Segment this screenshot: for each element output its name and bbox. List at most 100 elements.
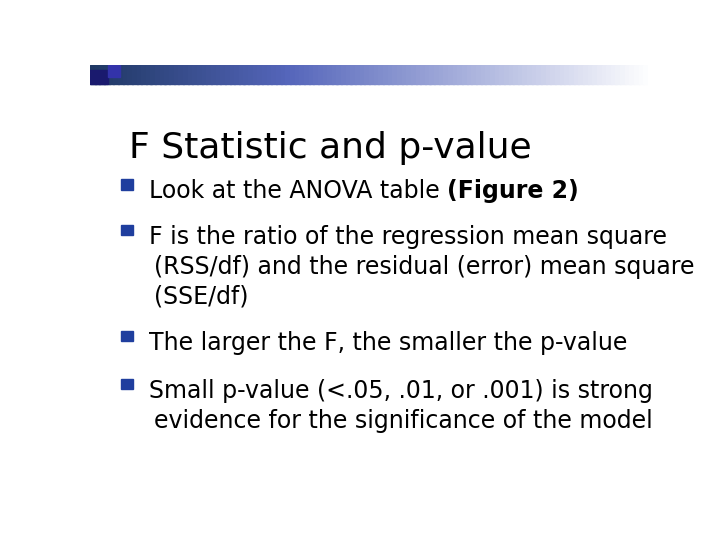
Bar xyxy=(644,65,649,84)
Bar xyxy=(336,65,342,84)
Bar xyxy=(472,65,477,84)
Bar xyxy=(541,65,546,84)
Text: The larger the F, the smaller the p-value: The larger the F, the smaller the p-valu… xyxy=(148,331,627,355)
Bar xyxy=(211,65,217,84)
Bar xyxy=(90,65,96,84)
Bar xyxy=(383,65,389,84)
Bar xyxy=(188,65,194,84)
Bar xyxy=(122,65,128,84)
Bar xyxy=(378,65,384,84)
Bar xyxy=(294,65,300,84)
Bar xyxy=(309,65,315,84)
Bar xyxy=(564,65,570,84)
Text: Look at the ANOVA table: Look at the ANOVA table xyxy=(148,179,447,203)
Bar xyxy=(197,65,203,84)
Text: (SSE/df): (SSE/df) xyxy=(154,285,248,309)
Bar xyxy=(141,65,147,84)
Bar xyxy=(518,65,523,84)
Bar xyxy=(392,65,398,84)
Bar xyxy=(639,65,644,84)
Bar xyxy=(588,65,593,84)
Bar xyxy=(104,65,109,84)
Bar xyxy=(121,379,133,389)
Text: F Statistic and p-value: F Statistic and p-value xyxy=(129,131,531,165)
Bar xyxy=(499,65,505,84)
Bar xyxy=(230,65,235,84)
Bar xyxy=(453,65,459,84)
Bar xyxy=(467,65,472,84)
Bar xyxy=(346,65,351,84)
Bar xyxy=(625,65,631,84)
Bar xyxy=(202,65,207,84)
Bar xyxy=(323,65,328,84)
Bar xyxy=(504,65,510,84)
Bar xyxy=(360,65,366,84)
Bar xyxy=(351,65,356,84)
Bar xyxy=(121,225,133,235)
Bar xyxy=(397,65,402,84)
Bar xyxy=(169,65,175,84)
Bar xyxy=(559,65,565,84)
Bar xyxy=(220,65,226,84)
Text: Small p-value (<.05, .01, or .001) is strong: Small p-value (<.05, .01, or .001) is st… xyxy=(148,379,652,403)
Bar xyxy=(304,65,310,84)
Bar xyxy=(109,65,120,77)
Bar xyxy=(402,65,408,84)
Bar xyxy=(485,65,491,84)
Bar xyxy=(248,65,254,84)
Bar xyxy=(411,65,417,84)
Bar xyxy=(341,65,347,84)
Bar xyxy=(262,65,268,84)
Bar xyxy=(574,65,580,84)
Bar xyxy=(355,65,361,84)
Bar xyxy=(174,65,179,84)
Text: (Figure 2): (Figure 2) xyxy=(447,179,579,203)
Bar xyxy=(121,331,133,341)
Bar xyxy=(215,65,221,84)
Bar xyxy=(150,65,156,84)
Bar xyxy=(318,65,323,84)
Bar xyxy=(569,65,575,84)
Bar xyxy=(578,65,584,84)
Bar xyxy=(332,65,338,84)
Bar xyxy=(387,65,393,84)
Bar xyxy=(281,65,287,84)
Bar xyxy=(597,65,603,84)
Bar xyxy=(606,65,612,84)
Text: evidence for the significance of the model: evidence for the significance of the mod… xyxy=(154,409,653,433)
Bar xyxy=(327,65,333,84)
Bar xyxy=(508,65,514,84)
Bar xyxy=(481,65,487,84)
Bar xyxy=(160,65,166,84)
Bar xyxy=(457,65,463,84)
Bar xyxy=(527,65,533,84)
Bar xyxy=(99,65,105,84)
Bar xyxy=(536,65,542,84)
Bar xyxy=(406,65,412,84)
Bar xyxy=(290,65,296,84)
Bar xyxy=(364,65,370,84)
Bar xyxy=(225,65,230,84)
Bar xyxy=(285,65,291,84)
Bar xyxy=(118,65,124,84)
Bar xyxy=(300,65,305,84)
Bar xyxy=(239,65,245,84)
Bar xyxy=(415,65,421,84)
Bar xyxy=(109,65,114,84)
Bar xyxy=(462,65,468,84)
Bar xyxy=(121,179,133,190)
Bar xyxy=(546,65,552,84)
Bar xyxy=(192,65,198,84)
Text: (RSS/df) and the residual (error) mean square: (RSS/df) and the residual (error) mean s… xyxy=(154,255,695,279)
Bar xyxy=(276,65,282,84)
Bar xyxy=(183,65,189,84)
Bar xyxy=(448,65,454,84)
Bar xyxy=(425,65,431,84)
Bar xyxy=(374,65,379,84)
Bar xyxy=(495,65,500,84)
Bar xyxy=(164,65,170,84)
Bar xyxy=(629,65,635,84)
Bar xyxy=(113,65,119,84)
Bar xyxy=(90,70,108,84)
Bar xyxy=(532,65,538,84)
